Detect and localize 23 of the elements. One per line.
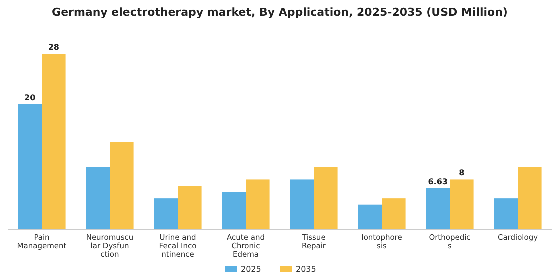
bar bbox=[154, 198, 178, 230]
bar bbox=[18, 104, 42, 230]
bar bbox=[178, 186, 202, 230]
data-label: 6.63 bbox=[428, 177, 448, 186]
bar bbox=[314, 167, 338, 230]
bar bbox=[246, 180, 270, 230]
chart-title: Germany electrotherapy market, By Application, 2025-2035 (USD Million) bbox=[52, 6, 508, 19]
data-label: 20 bbox=[24, 93, 36, 102]
bar bbox=[450, 180, 474, 230]
bar bbox=[518, 167, 542, 230]
bar bbox=[42, 54, 66, 230]
legend-label: 2025 bbox=[241, 265, 262, 274]
bar bbox=[222, 192, 246, 230]
data-label: 8 bbox=[459, 168, 466, 178]
bar bbox=[290, 180, 314, 230]
data-label: 28 bbox=[48, 43, 60, 52]
bar bbox=[494, 198, 518, 230]
bar bbox=[110, 142, 134, 230]
bar bbox=[382, 198, 406, 230]
bar bbox=[86, 167, 110, 230]
legend-label: 2035 bbox=[296, 265, 316, 274]
bar bbox=[426, 188, 450, 230]
bar bbox=[358, 204, 382, 230]
